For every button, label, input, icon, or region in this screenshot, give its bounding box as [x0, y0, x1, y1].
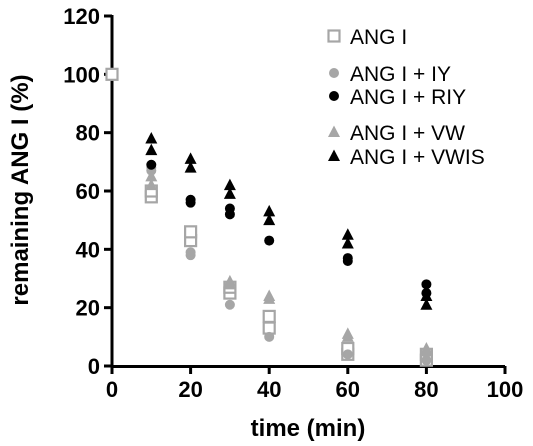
data-point: [224, 299, 235, 310]
data-point: [264, 331, 275, 342]
data-point: [421, 355, 432, 366]
data-point: [341, 228, 354, 240]
y-tick-label: 0: [88, 354, 100, 379]
x-tick-label: 40: [257, 377, 281, 402]
data-point: [224, 203, 235, 214]
data-point: [185, 194, 196, 205]
data-point: [264, 235, 275, 246]
x-tick-label: 100: [487, 377, 524, 402]
y-axis-title: remaining ANG I (%): [7, 74, 34, 305]
tick-labels: 0 20 40 60 80 100 0 20 40 60 80 100 120: [63, 4, 523, 402]
data-point: [420, 289, 433, 301]
data-point: [263, 204, 276, 217]
data-point: [184, 225, 198, 239]
data-point: [185, 247, 196, 258]
y-tick-label: 100: [63, 62, 100, 87]
data-point: [262, 309, 276, 324]
data-point: [145, 178, 158, 191]
data-point: [420, 342, 433, 354]
y-tick-label: 20: [76, 296, 100, 321]
x-tick-label: 0: [106, 377, 118, 402]
x-tick-label: 20: [178, 377, 202, 402]
data-point: [223, 274, 236, 287]
data-point: [184, 161, 197, 173]
data-point: [341, 237, 354, 249]
y-tick-label: 40: [76, 237, 100, 262]
legend-marker: [329, 68, 339, 78]
legend-marker: [328, 149, 340, 161]
data-point: [145, 169, 158, 182]
y-tick-label: 120: [63, 4, 100, 29]
legend-marker: [329, 91, 339, 101]
series-1: [146, 162, 432, 366]
data-point: [105, 67, 119, 81]
legend-label: ANG I: [350, 26, 407, 49]
legend-label: ANG I + VW: [350, 122, 465, 145]
data-point: [342, 253, 353, 264]
data-point: [341, 327, 354, 339]
x-tick-label: 60: [336, 377, 360, 402]
y-tick-label: 60: [76, 179, 100, 204]
legend-label: ANG I + VWIS: [350, 146, 485, 169]
data-point: [263, 213, 276, 226]
data-point: [263, 289, 276, 301]
x-axis-title: time (min): [251, 415, 366, 442]
x-tick-label: 80: [414, 377, 438, 402]
series-4: [145, 132, 433, 310]
data-point: [184, 152, 197, 164]
data-point: [342, 349, 353, 360]
data-point: [145, 132, 158, 144]
data-point: [223, 178, 236, 191]
series-3: [145, 169, 433, 357]
data-point: [421, 279, 432, 290]
data-point: [146, 159, 157, 170]
legend-label: ANG I + IY: [350, 63, 451, 86]
data-point: [223, 187, 236, 199]
legend-marker: [328, 125, 340, 137]
legend-label: ANG I + RIY: [350, 86, 466, 109]
legend-marker: [327, 29, 341, 43]
data-point: [420, 298, 433, 310]
data-point: [145, 143, 158, 156]
y-tick-label: 80: [76, 121, 100, 146]
data-points: [105, 67, 433, 367]
